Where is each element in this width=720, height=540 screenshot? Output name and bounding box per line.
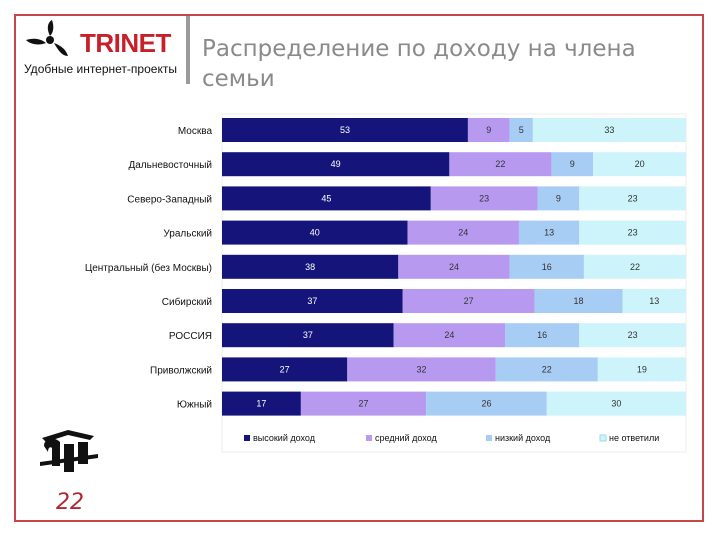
bar-segment (467, 118, 510, 142)
category-label: Сибирский (162, 296, 212, 308)
bar-segment (551, 152, 594, 177)
value-label: 13 (649, 296, 659, 306)
category-label: Дальневосточный (128, 160, 212, 171)
bar-segment (583, 254, 686, 279)
bar-segment (222, 220, 408, 245)
bar-segment (347, 357, 496, 382)
header-divider (186, 16, 190, 84)
category-label: РОССИЯ (169, 331, 212, 342)
bar-segment (402, 289, 535, 313)
bar-segment (407, 220, 519, 245)
value-label: 27 (464, 296, 474, 306)
value-label: 5 (519, 125, 524, 135)
bar-segment (622, 289, 686, 313)
value-label: 22 (630, 262, 640, 272)
slide-frame (14, 14, 704, 522)
value-label: 37 (307, 296, 317, 306)
value-label: 23 (628, 228, 638, 238)
value-label: 16 (537, 330, 547, 340)
slide-title: Распределение по доходу на члена семьи (202, 36, 636, 92)
value-label: 27 (359, 399, 369, 409)
bar-segment (222, 289, 403, 313)
bar-segment (222, 118, 468, 142)
value-label: 27 (280, 364, 290, 374)
value-label: 24 (458, 228, 468, 238)
value-label: 26 (481, 399, 491, 409)
bar-segment (222, 323, 394, 348)
legend-swatch (486, 435, 492, 441)
value-label: 23 (479, 193, 489, 203)
value-label: 49 (331, 159, 341, 169)
bar-segment (426, 391, 547, 416)
bar-segment (509, 254, 584, 279)
bar-segment (398, 254, 510, 279)
logo-tagline: Удобные интернет-проекты (24, 62, 177, 76)
value-label: 30 (611, 399, 621, 409)
bar-segment (449, 152, 552, 177)
category-label: Центральный (без Москвы) (85, 262, 212, 274)
value-label: 16 (542, 262, 552, 272)
value-label: 24 (444, 330, 454, 340)
category-label: Уральский (163, 229, 212, 240)
value-label: 23 (628, 193, 638, 203)
value-label: 37 (303, 330, 313, 340)
value-label: 9 (570, 159, 575, 169)
bar-segment (534, 289, 623, 313)
legend-swatch (366, 435, 372, 441)
bar-segment (300, 391, 427, 416)
value-label: 22 (495, 159, 505, 169)
bar-segment (532, 118, 686, 142)
value-label: 53 (340, 125, 350, 135)
bar-segment (518, 220, 580, 245)
legend-label: не ответили (609, 433, 659, 443)
value-label: 20 (635, 159, 645, 169)
value-label: 23 (628, 330, 638, 340)
category-label: Москва (178, 126, 213, 137)
legend-swatch (599, 434, 607, 442)
value-label: 17 (256, 399, 266, 409)
logo-text: TRINET (80, 28, 171, 58)
category-label: Приволжский (150, 365, 212, 376)
legend-swatch (244, 435, 250, 441)
trinet-propeller-logo-icon (26, 20, 68, 56)
value-label: 32 (417, 364, 427, 374)
value-label: 13 (544, 228, 554, 238)
bar-segment (579, 220, 686, 245)
bar-segment (430, 186, 538, 211)
value-label: 33 (604, 125, 614, 135)
value-label: 40 (310, 228, 320, 238)
bar-segment (509, 118, 533, 142)
bar-segment (579, 186, 686, 211)
value-label: 19 (637, 364, 647, 374)
value-label: 45 (321, 193, 331, 203)
legend-label: высокий доход (253, 433, 316, 443)
corporate-emblem-icon (40, 430, 98, 472)
bar-segment (222, 391, 301, 416)
value-label: 9 (486, 125, 491, 135)
category-label: Северо-Западный (127, 194, 212, 205)
bar-segment (393, 323, 506, 348)
bar-segment (222, 254, 399, 279)
bar-segment (222, 186, 431, 211)
bar-segment (222, 152, 450, 177)
legend-label: средний доход (375, 433, 437, 443)
bar-segment (537, 186, 580, 211)
logo-area: TRINET Удобные интернет-проекты (22, 18, 182, 84)
bar-segment (546, 391, 686, 416)
value-label: 24 (449, 262, 459, 272)
bar-segment (505, 323, 580, 348)
page-number: 22 (56, 490, 84, 515)
value-label: 9 (556, 193, 561, 203)
bar-segment (597, 357, 686, 382)
bar-segment (495, 357, 598, 382)
bar-segment (222, 357, 348, 382)
category-label: Южный (177, 400, 212, 411)
value-label: 18 (574, 296, 584, 306)
bar-segment (579, 323, 686, 348)
legend-label: низкий доход (495, 433, 551, 443)
bar-segment (593, 152, 686, 177)
value-label: 38 (305, 262, 315, 272)
value-label: 22 (542, 364, 552, 374)
